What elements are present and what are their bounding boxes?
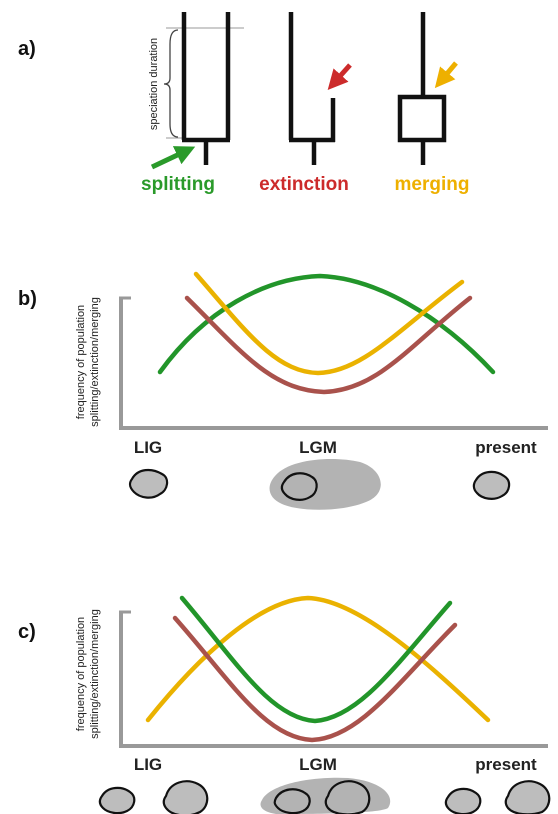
panel-b-tick-lgm: LGM: [299, 438, 337, 457]
panel-c-islands-lig-icon: [98, 780, 209, 814]
splitting-arrow-icon: [150, 146, 196, 170]
panel-b: b) frequency of population splitting/ext…: [18, 271, 548, 510]
merging-arrow-icon: [434, 61, 458, 89]
panel-c-ylabel-line2: splitting/extinction/merging: [89, 609, 101, 739]
merging-tree-icon: [397, 12, 447, 165]
panel-a: a) speciation duration: [18, 12, 469, 195]
panel-c-tick-lig: LIG: [134, 755, 162, 774]
merging-label: merging: [395, 174, 470, 195]
panel-b-letter: b): [18, 288, 37, 310]
extinction-label: extinction: [259, 174, 349, 195]
panel-b-ylabel-line2: splitting/extinction/merging: [89, 297, 101, 427]
extinction-tree-icon: [288, 12, 336, 165]
panel-b-extinction-curve: [184, 295, 473, 395]
panel-c: c) frequency of population splitting/ext…: [18, 595, 551, 814]
panel-b-tick-present: present: [475, 438, 537, 457]
panel-b-island-lig-icon: [128, 468, 169, 499]
panel-c-splitting-curve: [179, 595, 453, 724]
panel-b-axes: [119, 298, 548, 430]
speciation-duration-label: speciation duration: [148, 38, 160, 130]
panel-b-tick-lig: LIG: [134, 438, 162, 457]
panel-b-island-present-icon: [472, 470, 511, 500]
extinction-arrow-icon: [327, 63, 352, 90]
speciation-duration-bracket: [163, 27, 244, 139]
panel-c-ylabel-line1: frequency of population: [75, 617, 87, 731]
splitting-label: splitting: [141, 174, 215, 195]
splitting-tree-icon: [181, 12, 231, 165]
panel-c-extinction-curve: [172, 615, 458, 743]
panel-c-islands-present-icon: [444, 780, 551, 814]
panel-c-letter: c): [18, 621, 36, 643]
panel-c-axes: [119, 612, 548, 748]
panel-b-merging-curve: [193, 271, 465, 376]
panel-b-glacier-lgm-icon: [269, 458, 381, 510]
panel-b-ylabel-line1: frequency of population: [75, 305, 87, 419]
panel-c-merging-curve: [145, 595, 491, 723]
panel-c-glacier-lgm-icon: [260, 777, 391, 814]
panel-a-letter: a): [18, 38, 36, 60]
panel-c-tick-present: present: [475, 755, 537, 774]
panel-c-tick-lgm: LGM: [299, 755, 337, 774]
